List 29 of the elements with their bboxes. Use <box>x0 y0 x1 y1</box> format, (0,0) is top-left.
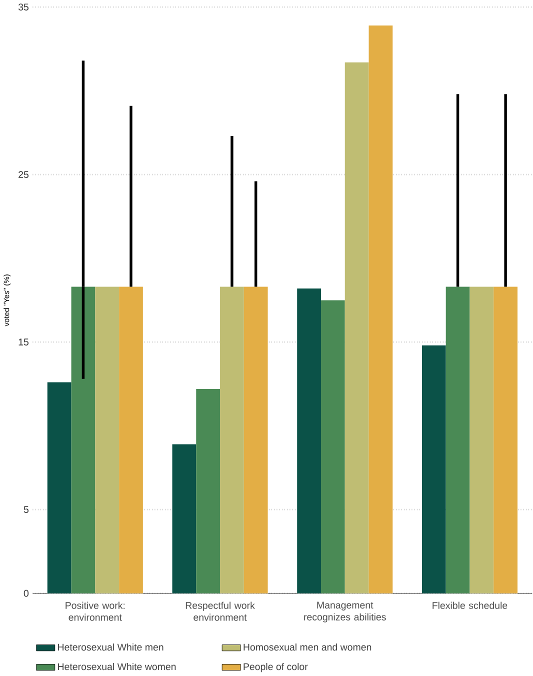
bar <box>494 286 518 594</box>
bar <box>422 345 446 594</box>
y-tick-label: 25 <box>18 171 29 178</box>
bar <box>172 444 196 594</box>
bar <box>119 286 144 594</box>
legend-label: Heterosexual White women <box>58 662 176 670</box>
bar <box>220 286 244 594</box>
x-tick-label: Management recognizes abilities <box>304 602 386 622</box>
y-tick-label: 15 <box>18 338 29 346</box>
bar <box>47 382 72 594</box>
bar <box>95 286 120 594</box>
y-tick-label: 0 <box>24 590 29 597</box>
bar <box>244 286 268 594</box>
bar <box>196 388 220 594</box>
bar <box>71 286 96 594</box>
bar <box>344 62 369 594</box>
y-tick-label: 35 <box>18 4 29 11</box>
legend-label: People of color <box>244 662 308 672</box>
bar <box>368 25 393 594</box>
x-tick-label: Respectful work environment <box>186 602 256 621</box>
bar <box>321 300 345 594</box>
y-tick-label: 5 <box>24 506 29 513</box>
legend-label: Heterosexual White men <box>58 643 164 651</box>
bar <box>446 286 470 594</box>
bar <box>470 286 494 594</box>
x-tick-label: Positive work: environment <box>66 602 125 621</box>
legend-label: Homosexual men and women <box>244 643 372 651</box>
bar <box>297 288 322 594</box>
x-tick-label: Flexible schedule <box>432 602 508 609</box>
